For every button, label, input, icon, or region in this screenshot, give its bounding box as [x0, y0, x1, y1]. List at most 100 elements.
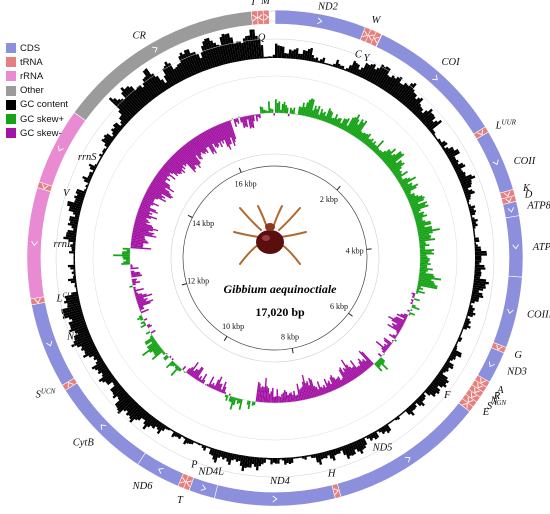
gc-skew-bar: [135, 293, 153, 300]
gc-skew-bar: [196, 135, 209, 154]
gc-content-bar: [69, 324, 87, 333]
gc-skew-bar: [419, 246, 426, 249]
gc-content-bar: [85, 184, 89, 188]
gc-skew-bar: [378, 358, 385, 365]
gc-skew-bar: [377, 359, 389, 370]
gene-label: Y: [364, 53, 371, 64]
gc-skew-bar: [193, 366, 203, 380]
gc-content-bar: [167, 62, 181, 83]
gc-content-bar: [444, 362, 454, 370]
gc-content-bar: [69, 218, 79, 223]
gc-content-bar: [319, 452, 324, 460]
gc-skew-bar: [179, 147, 196, 166]
gc-skew-bar: [122, 251, 131, 254]
gene-label: D: [524, 189, 533, 200]
gc-skew-bar: [347, 114, 361, 134]
gc-skew-bar: [412, 209, 421, 214]
gc-skew-bar: [322, 387, 326, 395]
gc-content-bar: [76, 338, 93, 348]
gc-content-bar: [62, 311, 83, 319]
gene-label: W: [372, 15, 382, 26]
gc-content-bar: [447, 356, 454, 362]
gc-content-bar: [341, 446, 347, 456]
beetle-leg: [279, 231, 307, 238]
gc-content-bar: [89, 166, 96, 172]
strand-arrow: [42, 183, 49, 190]
gc-skew-bar: [281, 394, 284, 403]
gc-skew-bar: [356, 366, 363, 375]
gc-content-bar: [162, 67, 175, 87]
gc-content-bar: [425, 387, 436, 398]
gc-content-bar: [165, 426, 169, 430]
gc-content-bar: [336, 447, 341, 454]
gc-content-bar: [94, 163, 98, 168]
gc-content-bar: [117, 391, 128, 401]
gc-skew-bar: [148, 186, 163, 196]
gc-skew-bar: [246, 400, 250, 405]
gc-skew-bar: [391, 341, 394, 344]
gc-content-bar: [315, 453, 320, 463]
gc-content-bar: [390, 82, 402, 97]
gc-skew-bar: [381, 347, 387, 353]
gc-skew-bar: [407, 309, 411, 312]
gc-content-bar: [103, 134, 114, 143]
gc-content-bar: [299, 456, 303, 458]
gc-content-bar: [306, 455, 309, 458]
gc-skew-bar: [138, 305, 144, 309]
gc-skew-bar: [342, 118, 350, 131]
strand-arrow: [503, 191, 511, 197]
gc-content-bar: [239, 455, 244, 467]
gc-skew-bar: [335, 378, 341, 388]
gc-skew-bar: [251, 401, 254, 406]
gene-nd2: [274, 9, 366, 41]
gc-content-bar: [371, 64, 385, 85]
gc-skew-bar: [388, 161, 397, 169]
gc-skew-bar: [197, 134, 208, 149]
gc-skew-bar: [131, 278, 137, 281]
gc-content-bar: [353, 441, 361, 452]
gc-content-bar: [96, 356, 103, 362]
gc-skew-bar: [139, 204, 157, 212]
gc-content-bar: [126, 85, 146, 108]
gc-content-bar: [334, 59, 340, 68]
gc-skew-bar: [125, 259, 131, 262]
gc-skew-bar: [266, 111, 269, 114]
gc-skew-bar: [301, 386, 306, 401]
gc-content-bar: [99, 156, 103, 160]
gc-skew-bar: [141, 199, 154, 206]
tick-mark: [291, 348, 294, 354]
gc-skew-bar: [247, 400, 251, 410]
gc-content-bar: [73, 273, 76, 277]
gc-skew-bar: [133, 225, 153, 232]
gc-content-bar: [286, 457, 289, 464]
gc-skew-bar: [148, 185, 172, 199]
strand-arrow: [492, 159, 499, 166]
gc-skew-bar: [139, 205, 158, 214]
gc-skew-bar: [418, 233, 430, 237]
gc-skew-bar: [410, 298, 414, 302]
gc-skew-bar: [392, 166, 402, 175]
gc-content-bar: [74, 214, 80, 218]
gc-skew-bar: [345, 364, 357, 380]
gc-content-bar: [462, 184, 472, 190]
gc-content-bar: [141, 411, 149, 420]
gc-content-bar: [394, 82, 408, 99]
gc-skew-bar: [338, 367, 350, 384]
gc-content-bar: [112, 134, 116, 139]
gc-content-bar: [142, 415, 154, 430]
gc-content-bar: [463, 189, 473, 195]
gc-content-bar: [473, 230, 475, 234]
strand-arrow: [362, 30, 369, 38]
gc-skew-bar: [416, 222, 432, 228]
gene-label: COI: [441, 57, 460, 68]
gc-skew-bar: [287, 113, 290, 117]
gc-skew-bar: [279, 109, 282, 114]
strand-arrow: [34, 297, 41, 304]
gc-content-bar: [176, 433, 181, 438]
gc-content-bar: [73, 228, 78, 232]
gc-skew-bar: [169, 355, 172, 359]
tick-mark: [348, 312, 353, 317]
gc-skew-bar: [419, 250, 432, 254]
gc-content-bar: [351, 62, 359, 75]
tick-mark: [238, 167, 242, 173]
